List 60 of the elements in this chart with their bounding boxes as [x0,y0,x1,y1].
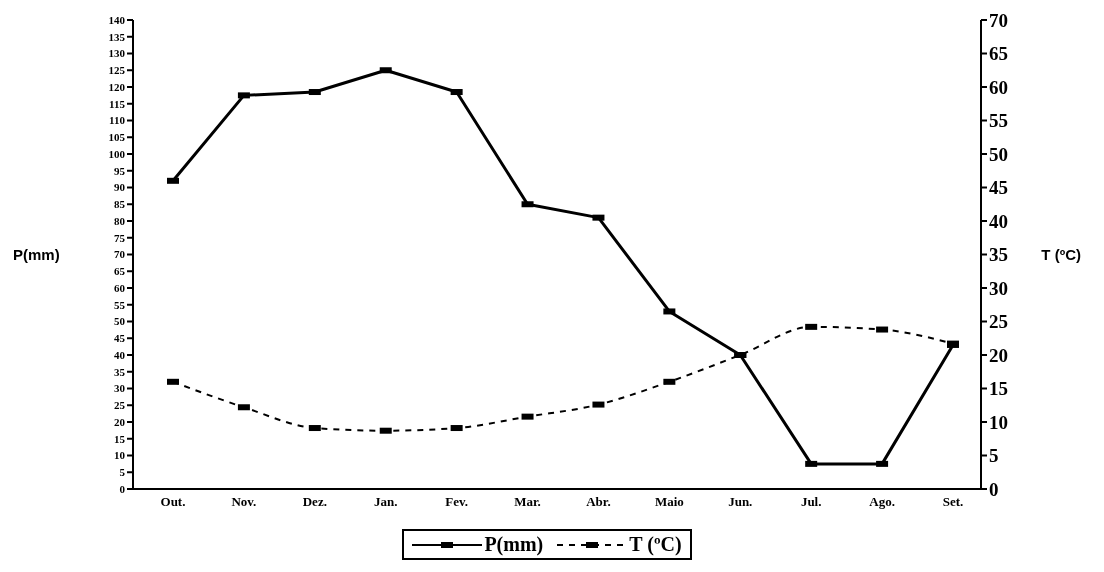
legend-label: P(mm) [484,533,544,556]
y-tick-label: 115 [109,97,126,110]
y2-tick-label: 60 [989,76,1008,98]
y-tick-label: 60 [114,281,126,294]
y-tick-label: 140 [108,13,126,26]
y-tick-label: 80 [114,214,126,227]
y-tick-label: 75 [114,231,126,244]
y2-tick-label: 25 [989,311,1008,333]
y2-tick-label: 55 [989,110,1008,132]
y-tick-label: 15 [114,432,126,445]
y-tick-label: 70 [114,248,126,261]
y2-tick-label: 5 [989,445,999,467]
y-tick-label: 85 [114,198,126,211]
x-tick-label: Jun. [728,494,753,510]
y-tick-label: 0 [119,482,126,495]
y-axis-title: P(mm) [13,245,60,263]
y2-tick-label: 15 [989,378,1008,400]
x-tick-label: Out. [160,494,186,510]
y-tick-label: 55 [114,298,126,311]
x-tick-label: Jul. [800,494,822,510]
y-tick-label: 40 [114,348,126,361]
y-tick-label: 100 [108,147,126,160]
x-tick-label: Fev. [445,494,469,510]
y-tick-label: 105 [108,131,126,144]
y-tick-label: 10 [114,449,126,462]
y-tick-label: 5 [119,466,126,479]
x-tick-label: Set. [942,494,964,510]
y-tick-label: 45 [114,332,126,345]
legend-label: T (ºC) [629,533,682,556]
y-tick-label: 125 [108,64,126,77]
y2-tick-label: 40 [989,210,1008,232]
y-tick-label: 95 [114,164,126,177]
y2-tick-label: 70 [989,9,1008,31]
x-tick-label: Nov. [231,494,257,510]
y2-tick-label: 50 [989,143,1008,165]
y2-tick-label: 45 [989,177,1008,199]
y-tick-label: 35 [114,365,126,378]
x-tick-label: Ago. [869,494,895,510]
x-tick-label: Abr. [586,494,611,510]
y-tick-label: 25 [114,399,126,412]
y2-tick-label: 30 [989,277,1008,299]
y2-tick-label: 0 [989,478,999,500]
y-tick-label: 30 [114,382,126,395]
y-tick-label: 50 [114,315,126,328]
y2-tick-label: 65 [989,43,1008,65]
x-tick-label: Mar. [514,494,541,510]
y-tick-label: 135 [108,30,126,43]
y-tick-label: 90 [114,181,126,194]
y-tick-label: 65 [114,265,126,278]
y-tick-label: 130 [108,47,126,60]
y2-tick-label: 10 [989,411,1008,433]
x-tick-label: Jan. [373,494,398,510]
y-tick-label: 20 [114,415,126,428]
x-tick-label: Maio [654,494,684,510]
x-tick-label: Dez. [302,494,327,510]
y-tick-label: 110 [109,114,126,127]
y-tick-label: 120 [108,80,126,93]
y2-axis-title: T (ºC) [1041,245,1081,263]
y2-tick-label: 35 [989,244,1008,266]
y2-tick-label: 20 [989,344,1008,366]
